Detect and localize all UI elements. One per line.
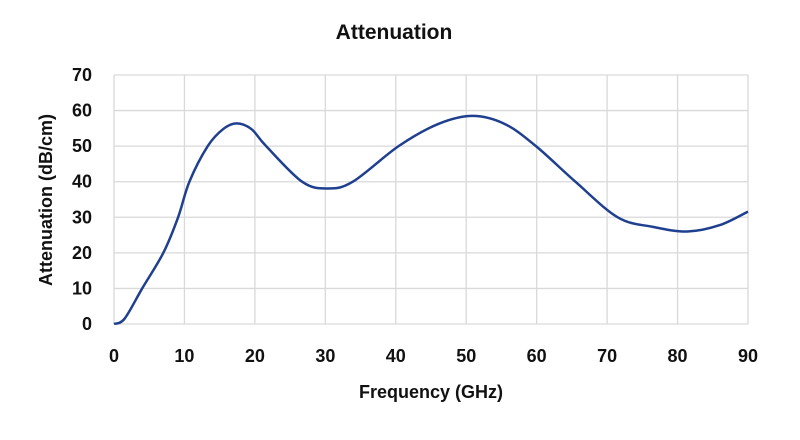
y-tick-label: 0 (82, 314, 92, 334)
x-tick-label: 30 (315, 346, 335, 366)
y-tick-labels: 0 10 20 30 40 50 60 70 (72, 65, 92, 334)
x-tick-label: 20 (245, 346, 265, 366)
y-tick-label: 60 (72, 101, 92, 121)
y-tick-label: 40 (72, 172, 92, 192)
y-tick-label: 10 (72, 278, 92, 298)
x-tick-label: 40 (386, 346, 406, 366)
x-tick-label: 60 (527, 346, 547, 366)
y-tick-label: 20 (72, 243, 92, 263)
y-tick-label: 50 (72, 136, 92, 156)
y-tick-label: 70 (72, 65, 92, 85)
x-tick-label: 0 (109, 346, 119, 366)
x-tick-labels: 0 10 20 30 40 50 60 70 80 90 (109, 346, 758, 366)
x-axis-label: Frequency (GHz) (359, 382, 503, 402)
grid (113, 74, 749, 325)
y-tick-label: 30 (72, 207, 92, 227)
chart-title: Attenuation (336, 21, 453, 44)
x-tick-label: 10 (174, 346, 194, 366)
x-tick-label: 80 (668, 346, 688, 366)
x-tick-label: 90 (738, 346, 758, 366)
series-line (113, 114, 749, 326)
y-axis-label: Attenuation (dB/cm) (36, 114, 56, 286)
x-tick-label: 70 (597, 346, 617, 366)
x-tick-label: 50 (456, 346, 476, 366)
